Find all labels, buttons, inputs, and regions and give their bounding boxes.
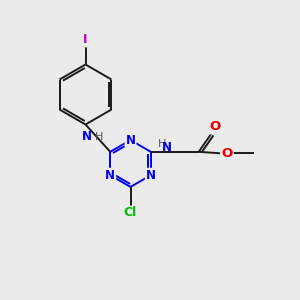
Text: N: N [146,169,156,182]
Text: N: N [125,134,136,147]
Text: N: N [82,130,92,143]
Text: N: N [105,169,115,182]
Text: O: O [221,147,233,160]
Text: Cl: Cl [124,206,137,220]
Text: H: H [158,139,166,149]
Text: O: O [209,120,220,134]
Text: I: I [83,33,88,46]
Text: N: N [162,141,172,154]
Text: H: H [95,132,103,142]
